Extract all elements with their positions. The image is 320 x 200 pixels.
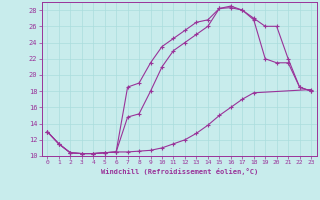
X-axis label: Windchill (Refroidissement éolien,°C): Windchill (Refroidissement éolien,°C) [100,168,258,175]
